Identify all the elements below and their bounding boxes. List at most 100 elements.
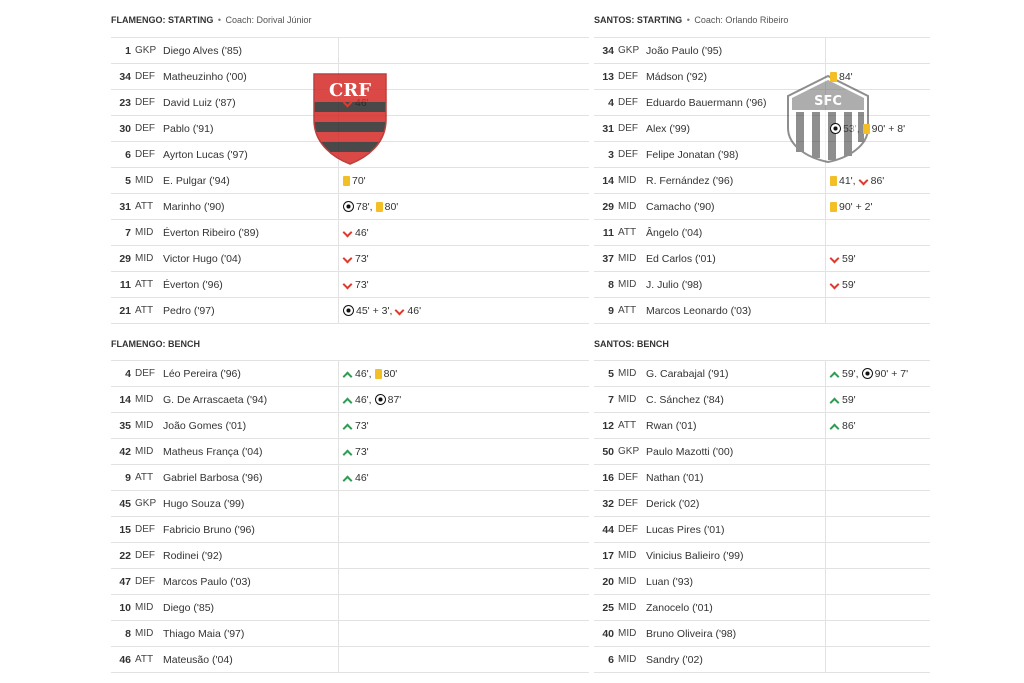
match-event: 59', xyxy=(830,368,859,380)
player-position: MID xyxy=(135,253,154,264)
player-row[interactable]: 9 ATT Marcos Leonardo ('03) xyxy=(594,298,930,324)
player-row[interactable]: 7 MID Éverton Ribeiro ('89) 46' xyxy=(111,220,589,246)
player-name[interactable]: Marcos Paulo ('03) xyxy=(163,575,251,588)
player-row[interactable]: 23 DEF David Luiz ('87) 46' xyxy=(111,90,589,116)
player-name[interactable]: Eduardo Bauermann ('96) xyxy=(646,96,767,109)
player-row[interactable]: 13 DEF Mádson ('92) 84' xyxy=(594,64,930,90)
player-name[interactable]: Rodinei ('92) xyxy=(163,549,223,562)
player-name[interactable]: Ayrton Lucas ('97) xyxy=(163,148,248,161)
player-cell: 10 MID Diego ('85) xyxy=(111,595,339,620)
player-name[interactable]: Éverton ('96) xyxy=(163,278,223,291)
player-row[interactable]: 21 ATT Pedro ('97) 45' + 3', 46' xyxy=(111,298,589,324)
player-row[interactable]: 50 GKP Paulo Mazotti ('00) xyxy=(594,439,930,465)
player-name[interactable]: Sandry ('02) xyxy=(646,653,703,666)
player-name[interactable]: Pablo ('91) xyxy=(163,122,214,135)
player-name[interactable]: Diego ('85) xyxy=(163,601,215,614)
player-row[interactable]: 17 MID Vinicius Balieiro ('99) xyxy=(594,543,930,569)
player-name[interactable]: Mádson ('92) xyxy=(646,70,707,83)
player-name[interactable]: R. Fernández ('96) xyxy=(646,174,734,187)
player-row[interactable]: 7 MID C. Sánchez ('84) 59' xyxy=(594,387,930,413)
player-row[interactable]: 34 GKP João Paulo ('95) xyxy=(594,38,930,64)
player-name[interactable]: C. Sánchez ('84) xyxy=(646,393,724,406)
player-row[interactable]: 8 MID Thiago Maia ('97) xyxy=(111,621,589,647)
player-name[interactable]: Ângelo ('04) xyxy=(646,226,703,239)
player-name[interactable]: Marinho ('90) xyxy=(163,200,225,213)
player-name[interactable]: Vinicius Balieiro ('99) xyxy=(646,549,744,562)
player-name[interactable]: Luan ('93) xyxy=(646,575,693,588)
player-name[interactable]: Marcos Leonardo ('03) xyxy=(646,304,752,317)
player-row[interactable]: 3 DEF Felipe Jonatan ('98) xyxy=(594,142,930,168)
player-row[interactable]: 47 DEF Marcos Paulo ('03) xyxy=(111,569,589,595)
player-name[interactable]: João Gomes ('01) xyxy=(163,419,247,432)
player-row[interactable]: 20 MID Luan ('93) xyxy=(594,569,930,595)
player-name[interactable]: Gabriel Barbosa ('96) xyxy=(163,471,263,484)
player-name[interactable]: Matheuzinho ('00) xyxy=(163,70,247,83)
player-row[interactable]: 46 ATT Mateusão ('04) xyxy=(111,647,589,673)
player-name[interactable]: Bruno Oliveira ('98) xyxy=(646,627,737,640)
player-name[interactable]: Felipe Jonatan ('98) xyxy=(646,148,739,161)
player-name[interactable]: Pedro ('97) xyxy=(163,304,215,317)
player-row[interactable]: 9 ATT Gabriel Barbosa ('96) 46' xyxy=(111,465,589,491)
player-name[interactable]: Derick ('02) xyxy=(646,497,700,510)
match-event: 90' + 8' xyxy=(862,123,905,135)
player-name[interactable]: Matheus França ('04) xyxy=(163,445,263,458)
player-row[interactable]: 31 DEF Alex ('99) 53', 90' + 8' xyxy=(594,116,930,142)
player-name[interactable]: E. Pulgar ('94) xyxy=(163,174,230,187)
player-name[interactable]: Thiago Maia ('97) xyxy=(163,627,245,640)
sub-in-icon xyxy=(830,369,840,379)
player-row[interactable]: 22 DEF Rodinei ('92) xyxy=(111,543,589,569)
player-name[interactable]: Hugo Souza ('99) xyxy=(163,497,245,510)
player-name[interactable]: Ed Carlos ('01) xyxy=(646,252,716,265)
player-row[interactable]: 5 MID E. Pulgar ('94) 70' xyxy=(111,168,589,194)
player-row[interactable]: 1 GKP Diego Alves ('85) xyxy=(111,38,589,64)
player-name[interactable]: Camacho ('90) xyxy=(646,200,715,213)
player-row[interactable]: 34 DEF Matheuzinho ('00) xyxy=(111,64,589,90)
player-row[interactable]: 30 DEF Pablo ('91) xyxy=(111,116,589,142)
match-event: 59' xyxy=(830,394,856,406)
player-row[interactable]: 37 MID Ed Carlos ('01) 59' xyxy=(594,246,930,272)
player-name[interactable]: João Paulo ('95) xyxy=(646,44,723,57)
player-name[interactable]: Rwan ('01) xyxy=(646,419,697,432)
player-row[interactable]: 29 MID Camacho ('90) 90' + 2' xyxy=(594,194,930,220)
player-row[interactable]: 35 MID João Gomes ('01) 73' xyxy=(111,413,589,439)
player-row[interactable]: 5 MID G. Carabajal ('91) 59', 90' + 7' xyxy=(594,361,930,387)
event-minute: 45' + 3', xyxy=(356,304,393,317)
player-row[interactable]: 40 MID Bruno Oliveira ('98) xyxy=(594,621,930,647)
player-name[interactable]: Victor Hugo ('04) xyxy=(163,252,242,265)
player-name[interactable]: Mateusão ('04) xyxy=(163,653,233,666)
player-name[interactable]: G. Carabajal ('91) xyxy=(646,367,729,380)
player-row[interactable]: 25 MID Zanocelo ('01) xyxy=(594,595,930,621)
player-row[interactable]: 29 MID Victor Hugo ('04) 73' xyxy=(111,246,589,272)
player-row[interactable]: 16 DEF Nathan ('01) xyxy=(594,465,930,491)
player-name[interactable]: Alex ('99) xyxy=(646,122,691,135)
player-name[interactable]: Diego Alves ('85) xyxy=(163,44,243,57)
player-events: 53', 90' + 8' xyxy=(826,123,930,135)
player-row[interactable]: 6 MID Sandry ('02) xyxy=(594,647,930,673)
player-row[interactable]: 32 DEF Derick ('02) xyxy=(594,491,930,517)
player-row[interactable]: 31 ATT Marinho ('90) 78', 80' xyxy=(111,194,589,220)
player-name[interactable]: Paulo Mazotti ('00) xyxy=(646,445,734,458)
player-name[interactable]: Lucas Pires ('01) xyxy=(646,523,725,536)
player-name[interactable]: Léo Pereira ('96) xyxy=(163,367,241,380)
player-row[interactable]: 4 DEF Eduardo Bauermann ('96) xyxy=(594,90,930,116)
player-row[interactable]: 10 MID Diego ('85) xyxy=(111,595,589,621)
player-row[interactable]: 6 DEF Ayrton Lucas ('97) xyxy=(111,142,589,168)
player-row[interactable]: 15 DEF Fabricio Bruno ('96) xyxy=(111,517,589,543)
player-row[interactable]: 45 GKP Hugo Souza ('99) xyxy=(111,491,589,517)
player-row[interactable]: 42 MID Matheus França ('04) 73' xyxy=(111,439,589,465)
player-name[interactable]: Nathan ('01) xyxy=(646,471,704,484)
player-row[interactable]: 44 DEF Lucas Pires ('01) xyxy=(594,517,930,543)
player-name[interactable]: J. Julio ('98) xyxy=(646,278,703,291)
player-row[interactable]: 11 ATT Ângelo ('04) xyxy=(594,220,930,246)
player-row[interactable]: 8 MID J. Julio ('98) 59' xyxy=(594,272,930,298)
player-row[interactable]: 14 MID R. Fernández ('96) 41', 86' xyxy=(594,168,930,194)
player-row[interactable]: 11 ATT Éverton ('96) 73' xyxy=(111,272,589,298)
player-name[interactable]: Zanocelo ('01) xyxy=(646,601,713,614)
player-name[interactable]: Éverton Ribeiro ('89) xyxy=(163,226,259,239)
player-row[interactable]: 4 DEF Léo Pereira ('96) 46', 80' xyxy=(111,361,589,387)
player-row[interactable]: 14 MID G. De Arrascaeta ('94) 46', 87' xyxy=(111,387,589,413)
player-row[interactable]: 12 ATT Rwan ('01) 86' xyxy=(594,413,930,439)
player-name[interactable]: Fabricio Bruno ('96) xyxy=(163,523,255,536)
player-name[interactable]: David Luiz ('87) xyxy=(163,96,236,109)
player-name[interactable]: G. De Arrascaeta ('94) xyxy=(163,393,268,406)
